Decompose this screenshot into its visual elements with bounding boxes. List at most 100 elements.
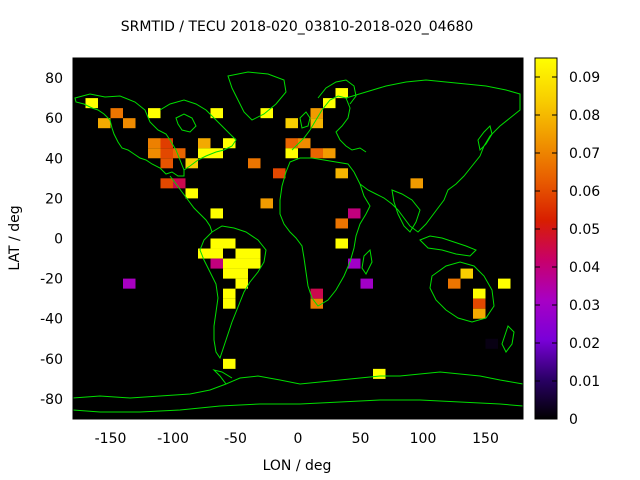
heatmap-cell <box>160 148 173 159</box>
heatmap-cell <box>473 298 486 309</box>
x-tick-label: -150 <box>95 431 127 447</box>
colorbar-ticks: 0 0.01 0.02 0.03 0.04 0.05 0.06 0.07 0.08 0.09 <box>535 70 600 428</box>
heatmap-cell <box>235 248 248 259</box>
coastline-north-america <box>74 93 185 177</box>
x-tick-label: 150 <box>472 431 499 447</box>
heatmap-cell <box>210 238 223 249</box>
colorbar-tick-label: 0 <box>569 412 578 428</box>
heatmap-cell <box>410 178 423 189</box>
y-tick-label: -80 <box>40 392 63 408</box>
heatmap-cell <box>148 108 161 119</box>
heatmap-cell <box>223 298 236 309</box>
x-axis: -150 -100 -50 0 50 100 150 <box>95 58 499 447</box>
heatmap-cell <box>285 138 298 149</box>
heatmap-cell <box>485 338 498 349</box>
heatmap-cell <box>210 108 223 119</box>
heatmap-cell <box>85 98 98 109</box>
coastline-south-america <box>199 225 267 360</box>
y-tick-label: 80 <box>45 71 63 87</box>
coastline-indonesia <box>419 235 477 257</box>
heatmap-cell <box>298 138 311 149</box>
heatmap-cell <box>123 278 136 289</box>
y-tick-label: -40 <box>40 312 63 328</box>
heatmap-cell <box>460 268 473 279</box>
heatmap-cell <box>310 288 323 299</box>
heatmap-cell <box>148 148 161 159</box>
heatmap-cell <box>173 178 186 189</box>
colorbar-tick-label: 0.08 <box>569 108 600 124</box>
heatmap-cell <box>248 258 261 269</box>
heatmap-cell <box>160 178 173 189</box>
heatmap-cell <box>235 278 248 289</box>
heatmap-cell <box>223 288 236 299</box>
y-axis: -80 -60 -40 -20 0 20 40 60 80 <box>40 71 523 408</box>
heatmap-cell <box>173 148 186 159</box>
heatmap-cell <box>498 278 511 289</box>
heatmap-cell <box>198 138 211 149</box>
coastline-british-isles <box>299 111 311 129</box>
heatmap-cell <box>260 198 273 209</box>
heatmap-cell <box>348 258 361 269</box>
heatmap-cell <box>248 248 261 259</box>
heatmap-cell <box>285 118 298 129</box>
heatmap-cell <box>360 278 373 289</box>
heatmap-cell <box>198 248 211 259</box>
heatmap-cell <box>323 148 336 159</box>
coastline-australia <box>429 261 495 323</box>
heatmap-cell <box>235 268 248 279</box>
colorbar-tick-label: 0.02 <box>569 336 600 352</box>
coastline-scandinavia <box>317 79 357 105</box>
heatmap-cell <box>260 108 273 119</box>
x-tick-label: 0 <box>294 431 303 447</box>
heatmap-cell <box>110 108 123 119</box>
colorbar-tick-label: 0.01 <box>569 374 600 390</box>
heatmap-cell <box>160 158 173 169</box>
heatmap-cell <box>310 108 323 119</box>
coastlines <box>72 71 524 413</box>
x-axis-label: LON / deg <box>263 458 332 474</box>
heatmap-cell <box>198 148 211 159</box>
heatmap-cell <box>223 258 236 269</box>
x-tick-label: 50 <box>352 431 370 447</box>
y-tick-label: -60 <box>40 352 63 368</box>
colorbar-tick-label: 0.09 <box>569 70 600 86</box>
heatmap-cell <box>210 208 223 219</box>
x-tick-label: 100 <box>410 431 437 447</box>
heatmap-cell <box>285 148 298 159</box>
heatmap-cell <box>210 248 223 259</box>
data-cells <box>85 88 511 379</box>
map-plot-area <box>73 58 523 419</box>
colorbar-tick-label: 0.04 <box>569 260 600 276</box>
heatmap-cell <box>210 148 223 159</box>
heatmap-cell <box>310 148 323 159</box>
heatmap-cell <box>335 238 348 249</box>
heatmap-cell <box>185 158 198 169</box>
heatmap-cell <box>273 168 286 179</box>
colorbar <box>534 57 558 420</box>
coastline-greenland <box>227 71 287 121</box>
heatmap-cell <box>185 188 198 199</box>
heatmap-cell <box>123 118 136 129</box>
y-tick-label: 60 <box>45 111 63 127</box>
colorbar-tick-label: 0.03 <box>569 298 600 314</box>
coastline-antarctica <box>72 371 524 399</box>
x-tick-label: -100 <box>157 431 189 447</box>
y-tick-label: 40 <box>45 151 63 167</box>
colorbar-tick-label: 0.05 <box>569 222 600 238</box>
heatmap-cell <box>310 118 323 129</box>
colorbar-tick-label: 0.06 <box>569 184 600 200</box>
heatmap-cell <box>348 208 361 219</box>
coastline-canada-east <box>159 99 237 171</box>
heatmap-cell <box>148 138 161 149</box>
coastline-new-zealand <box>501 325 515 353</box>
heatmap-cell <box>223 268 236 279</box>
y-axis-label: LAT / deg <box>7 205 23 270</box>
heatmap-cell <box>335 218 348 229</box>
coastline-europe <box>291 95 367 153</box>
heatmap-cell <box>335 88 348 99</box>
coastline-hudson <box>175 113 197 133</box>
heatmap-cell <box>373 368 386 379</box>
y-tick-label: 0 <box>54 232 63 248</box>
heatmap-cell <box>210 258 223 269</box>
